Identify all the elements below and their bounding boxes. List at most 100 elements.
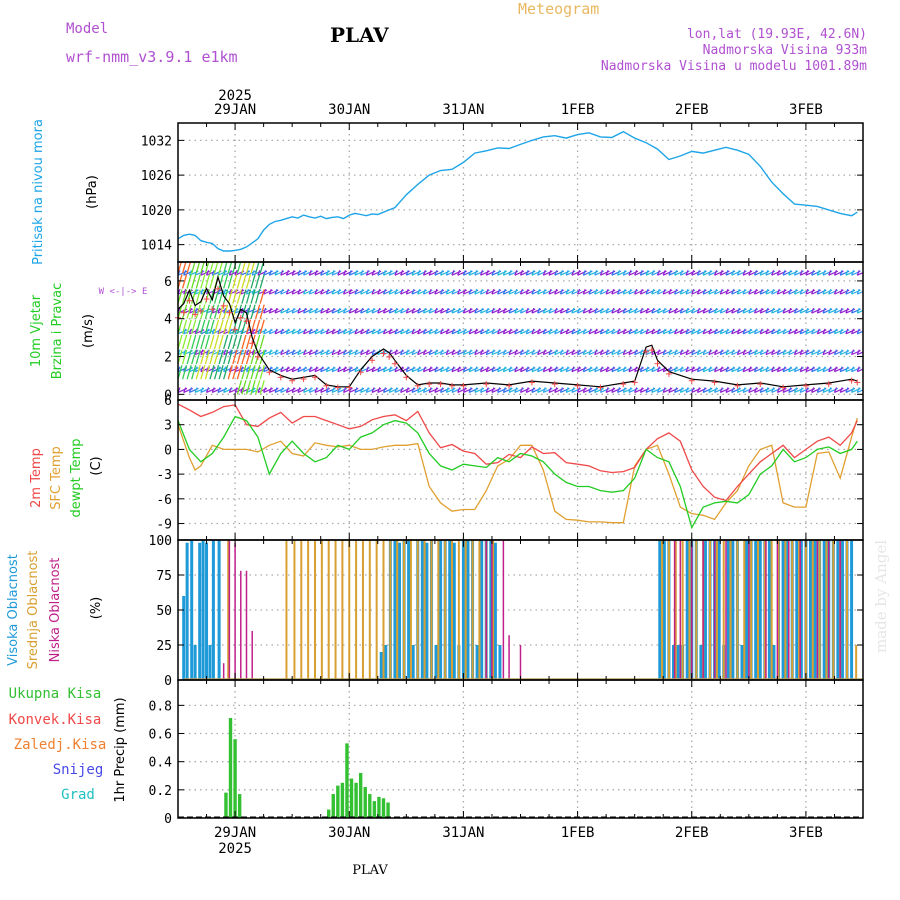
wind-barb-tick (559, 366, 564, 372)
wind-barb-tick (405, 387, 409, 393)
y-tick-label: 6 (164, 394, 172, 409)
wind-barb-tick (742, 366, 746, 372)
temp-ylabel-2: dewpt Temp (69, 438, 84, 517)
wind-barb-tick (531, 288, 535, 295)
wind-barb-strong (227, 262, 233, 274)
wind-barb-tick (571, 270, 575, 276)
wind-barb-tick (445, 328, 449, 335)
wind-barb-strong (223, 319, 229, 335)
wind-barb-tick (548, 349, 552, 355)
wind-barb-tick (719, 328, 723, 335)
wind-barb-tick (497, 270, 501, 276)
wind-barb-tick (851, 366, 855, 372)
wind-barb-strong (255, 334, 261, 350)
wind-barb-tick (634, 328, 638, 335)
wind-barb-tick (702, 349, 706, 355)
wind-barb-tick (833, 288, 838, 295)
wind-barb-strong (213, 319, 220, 335)
wind-barb-tick (822, 349, 826, 355)
wind-barb-tick (411, 328, 415, 335)
wind-ylabel-2: Brzina i Pravac (50, 283, 65, 380)
wind-barb-tick (354, 328, 358, 335)
wind-barb-tick (605, 366, 609, 372)
wind-barb-strong (195, 334, 201, 350)
wind-barb-strong (213, 334, 220, 350)
wind-barb (857, 309, 863, 314)
wind-barb-tick (702, 288, 706, 295)
wind-barb-strong (213, 304, 220, 319)
wind-barb-tick (639, 288, 643, 295)
wind-barb-tick (285, 366, 290, 372)
wind-barb-tick (776, 307, 780, 314)
wind-barb-tick (679, 349, 683, 355)
wind-barb-tick (765, 270, 769, 276)
wind-barb (857, 368, 863, 373)
wind-barb-tick (708, 288, 712, 295)
wind-barb-tick (725, 328, 729, 335)
wind-barb-tick (217, 349, 221, 355)
wind-barb-strong (223, 304, 229, 319)
wind-barb-tick (651, 270, 655, 276)
wind-barb-strong (191, 349, 197, 365)
wind-barb-tick (765, 349, 769, 355)
wind-barb-tick (531, 307, 535, 314)
wind-barb-tick (622, 307, 626, 314)
wind-barb-tick (451, 328, 455, 335)
wind-barb-tick (211, 387, 215, 393)
wind-barb-tick (742, 270, 746, 276)
wind-barb-tick (674, 328, 678, 335)
wind-barb-strong (250, 262, 255, 274)
wind-barb-tick (542, 270, 546, 276)
wind-barb-tick (714, 328, 718, 335)
wind-barb-tick (839, 387, 843, 393)
precip-bar (363, 787, 367, 818)
wind-barb-tick (759, 366, 763, 372)
wind-barb-tick (559, 288, 564, 295)
wind-barb-tick (188, 307, 192, 314)
wind-barb-tick (605, 307, 609, 314)
wind-barb-tick (297, 307, 301, 314)
wind-barb-tick (377, 387, 381, 393)
wind-barb-tick (816, 307, 820, 314)
wind-barb-tick (502, 288, 506, 295)
wind-barb-strong (259, 262, 265, 274)
wind-barb-strong (204, 349, 211, 365)
wind-barb-tick (303, 366, 307, 372)
wind-barb-tick (440, 270, 444, 276)
wind-barb-tick (508, 366, 512, 372)
wind-barb-tick (183, 270, 187, 276)
wind-barb-tick (508, 349, 512, 355)
x-tick-label-top: 2FEB (675, 102, 709, 118)
wind-barb-tick (822, 387, 826, 393)
wind-barb-strong (200, 262, 205, 274)
wind-barb-tick (811, 270, 815, 276)
precip-bar (349, 778, 354, 818)
wind-barb-tick (799, 288, 803, 295)
wind-barb-tick (348, 288, 352, 295)
wind-barb-tick (519, 328, 524, 335)
wind-barb-tick (234, 270, 238, 276)
wind-barb-tick (205, 328, 210, 335)
wind-barb-strong (209, 289, 215, 304)
y-tick-label: 0 (164, 674, 172, 689)
wind-barb-strong (195, 349, 201, 365)
wind-barb-tick (297, 288, 301, 295)
wind-barb-tick (308, 328, 312, 335)
wind-barb-tick (342, 307, 347, 314)
wind-barb-tick (788, 270, 792, 276)
wind-barb-tick (554, 270, 558, 276)
wind-barb-strong (191, 319, 197, 335)
wind-barb-tick (360, 307, 364, 314)
precip-bar (228, 718, 233, 818)
wind-barb-tick (525, 288, 529, 295)
wind-barb-tick (360, 349, 364, 355)
wind-barb-strong (250, 349, 256, 365)
temp-sfc-line (177, 417, 858, 524)
wind-barb-strong (204, 334, 211, 350)
wind-barb-tick (788, 387, 792, 393)
wind-barb-tick (400, 349, 404, 355)
wind-barb-tick (771, 288, 775, 295)
wind-barb-tick (422, 307, 427, 314)
wind-barb-tick (331, 387, 335, 393)
wind-barb-tick (828, 328, 832, 335)
